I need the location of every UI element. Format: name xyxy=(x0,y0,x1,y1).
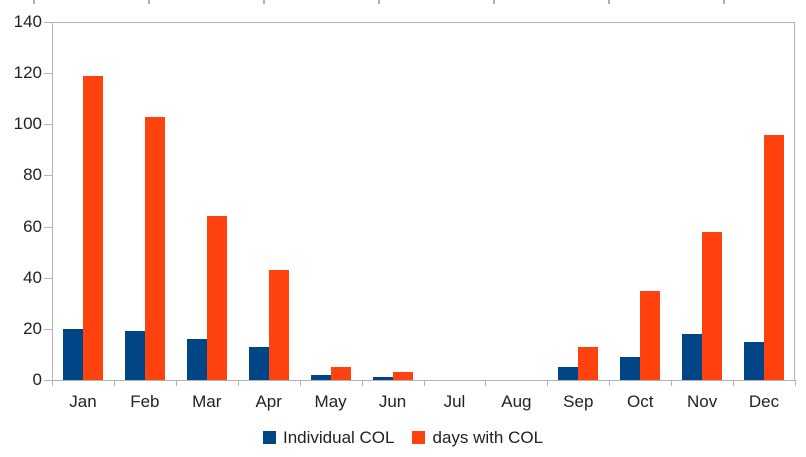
bar-days-with-col-oct xyxy=(640,290,661,380)
crop-artifact-tick xyxy=(493,0,495,4)
x-tick-mark xyxy=(361,380,363,386)
y-tick-label: 0 xyxy=(32,370,42,389)
x-category-label: Apr xyxy=(255,392,282,411)
bar-days-with-col-jun xyxy=(392,372,413,380)
crop-artifact-tick xyxy=(723,0,725,4)
legend-label: days with COL xyxy=(432,427,544,447)
y-tick-label: 140 xyxy=(13,12,42,31)
x-category-label: Nov xyxy=(686,392,718,411)
bar-individual-col-apr xyxy=(248,346,269,380)
bar-individual-col-nov xyxy=(682,333,703,380)
x-category-label: Mar xyxy=(192,392,222,411)
x-tick-mark xyxy=(733,380,735,386)
crop-artifact-tick xyxy=(33,0,35,4)
x-tick-mark xyxy=(299,380,301,386)
x-category-label: Jun xyxy=(378,392,407,411)
x-category-label: Sep xyxy=(563,392,594,411)
bar-individual-col-jan xyxy=(62,328,83,380)
x-tick-mark xyxy=(609,380,611,386)
bar-days-with-col-jan xyxy=(82,75,103,380)
x-tick-mark xyxy=(423,380,425,386)
crop-artifact-tick xyxy=(263,0,265,4)
y-tick-mark xyxy=(44,329,53,330)
chart-legend: Individual COL days with COL xyxy=(0,428,806,447)
y-tick-mark xyxy=(44,278,53,279)
crop-artifact-tick xyxy=(608,0,610,4)
x-tick-mark xyxy=(175,380,177,386)
y-tick-label: 20 xyxy=(23,318,42,338)
legend-item: days with COL xyxy=(412,428,543,448)
y-tick-mark xyxy=(44,124,53,125)
bar-days-with-col-may xyxy=(330,367,351,380)
bar-days-with-col-dec xyxy=(764,134,785,380)
y-tick-label: 80 xyxy=(23,165,42,185)
x-category-label: Jul xyxy=(443,392,466,411)
bar-days-with-col-sep xyxy=(578,346,599,380)
y-tick-mark xyxy=(44,380,53,381)
y-tick-mark xyxy=(44,73,53,74)
bar-individual-col-jun xyxy=(372,377,393,380)
y-tick-label: 60 xyxy=(23,216,42,236)
y-tick-mark xyxy=(44,22,53,23)
legend-swatch-icon xyxy=(262,431,276,444)
x-category-label: Aug xyxy=(501,392,532,411)
x-tick-mark xyxy=(52,380,53,386)
bar-days-with-col-mar xyxy=(206,216,227,380)
x-tick-mark xyxy=(113,380,115,386)
bar-days-with-col-nov xyxy=(702,231,723,380)
bar-individual-col-feb xyxy=(124,331,145,380)
crop-artifact-tick xyxy=(148,0,150,4)
x-category-label: Jan xyxy=(69,392,97,411)
plot-area xyxy=(52,22,795,381)
bar-individual-col-may xyxy=(310,374,331,380)
bar-individual-col-dec xyxy=(744,341,765,380)
x-tick-mark xyxy=(671,380,673,386)
legend-label: Individual COL xyxy=(282,427,395,447)
x-category-label: Oct xyxy=(626,392,654,411)
y-tick-mark xyxy=(44,175,53,176)
x-tick-mark xyxy=(485,380,487,386)
bar-individual-col-oct xyxy=(620,356,641,380)
x-tick-mark xyxy=(237,380,239,386)
bar-days-with-col-apr xyxy=(268,270,289,380)
y-tick-label: 120 xyxy=(13,63,42,83)
x-category-label: Feb xyxy=(130,392,160,411)
crop-artifact-tick xyxy=(378,0,380,4)
x-category-label: Dec xyxy=(748,392,780,411)
y-tick-label: 40 xyxy=(23,267,42,287)
x-tick-mark xyxy=(547,380,549,386)
bar-individual-col-sep xyxy=(558,367,579,380)
y-tick-label: 100 xyxy=(13,114,42,134)
x-tick-mark xyxy=(795,380,796,386)
y-tick-mark xyxy=(44,227,53,228)
bar-individual-col-mar xyxy=(186,339,207,380)
x-category-label: May xyxy=(314,392,347,411)
legend-swatch-icon xyxy=(412,431,426,444)
bar-days-with-col-feb xyxy=(144,116,165,380)
legend-item: Individual COL xyxy=(262,427,395,448)
